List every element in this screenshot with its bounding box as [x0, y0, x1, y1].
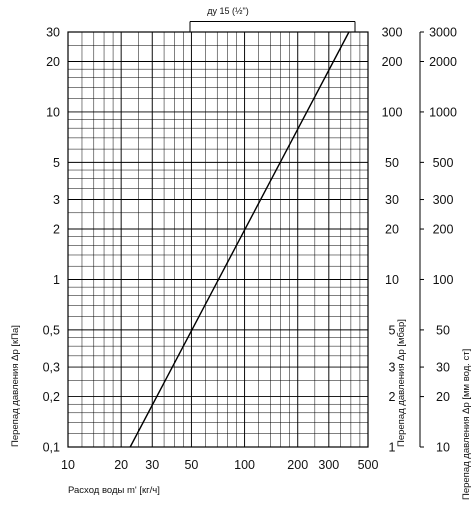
- y-tick-label-mbar: 10: [385, 273, 399, 287]
- y-tick-label-mbar: 3: [389, 361, 396, 375]
- grid: [68, 32, 368, 447]
- y-tick-label-kpa: 3: [53, 193, 60, 207]
- x-tick-label: 10: [61, 458, 75, 472]
- plot-frame: [67, 31, 369, 448]
- y-tick-label-kpa: 20: [46, 55, 60, 69]
- y-tick-label-mmwc: 10: [436, 441, 450, 455]
- x-tick-label: 200: [287, 458, 308, 472]
- x-tick-label: 300: [318, 458, 339, 472]
- y-tick-label-mbar: 2: [389, 390, 396, 404]
- x-tick-label: 20: [114, 458, 128, 472]
- y-tick-label-mmwc: 1000: [429, 105, 457, 119]
- curve-layer: [129, 31, 350, 448]
- x-tick-label: 50: [184, 458, 198, 472]
- x-tick-labels: 10 20 30 50 100 200 300 500: [61, 458, 378, 472]
- y-axis-title-mbar: Перепад давления Δp [мбар]: [396, 319, 407, 447]
- y-tick-label-mbar: 50: [385, 156, 399, 170]
- y-tick-label-mmwc: 50: [436, 323, 450, 337]
- y-tick-label-mbar: 20: [385, 223, 399, 237]
- y-tick-labels-kpa: 0,1 0,2 0,3 0,5 1 2 3 5 10 20 30: [43, 26, 60, 455]
- y-tick-label-mmwc: 100: [433, 273, 454, 287]
- y-axis-title-mmwc: Перепад давления Δp [мм вод. ст]: [461, 349, 472, 500]
- y-tick-label-mmwc: 200: [433, 223, 454, 237]
- y-tick-label-mmwc: 20: [436, 390, 450, 404]
- series-line-du15: [129, 31, 350, 448]
- y-tick-label-kpa: 30: [46, 26, 60, 40]
- y-tick-label-mmwc: 30: [436, 361, 450, 375]
- y-tick-label-kpa: 2: [53, 223, 60, 237]
- y-tick-label-kpa: 10: [46, 105, 60, 119]
- y-tick-labels-mmwc: 10 20 30 50 100 200 300 500 1000 2000 3000: [420, 26, 457, 455]
- series-annotation: ду 15 (½"): [207, 6, 248, 16]
- x-tick-label: 100: [234, 458, 255, 472]
- y-tick-label-mbar: 300: [382, 26, 403, 40]
- y-tick-labels-mbar: 1 2 3 5 10 20 30 50 100 200 300: [382, 26, 403, 455]
- y-tick-label-mmwc: 500: [433, 156, 454, 170]
- y-tick-label-kpa: 0,2: [43, 390, 60, 404]
- y-tick-label-mbar: 200: [382, 55, 403, 69]
- annotation-layer: ду 15 (½"): [189, 6, 356, 32]
- y-tick-label-kpa: 0,3: [43, 361, 60, 375]
- x-tick-label: 30: [145, 458, 159, 472]
- y-tick-label-kpa: 0,5: [43, 323, 60, 337]
- y-tick-label-kpa: 0,1: [43, 441, 60, 455]
- y-tick-label-kpa: 1: [53, 273, 60, 287]
- y-tick-label-mbar: 100: [382, 105, 403, 119]
- y-tick-label-kpa: 5: [53, 156, 60, 170]
- y-tick-label-mbar: 5: [389, 323, 396, 337]
- y-tick-label-mmwc: 300: [433, 193, 454, 207]
- x-axis-title: Расход воды m' [кг/ч]: [68, 485, 160, 496]
- x-tick-label: 500: [358, 458, 379, 472]
- y-axis-title-kpa: Перепад давления Δp [кПа]: [10, 325, 21, 447]
- y-tick-label-mbar: 30: [385, 193, 399, 207]
- y-tick-label-mbar: 1: [389, 441, 396, 455]
- y-tick-label-mmwc: 3000: [429, 26, 457, 40]
- y-tick-label-mmwc: 2000: [429, 55, 457, 69]
